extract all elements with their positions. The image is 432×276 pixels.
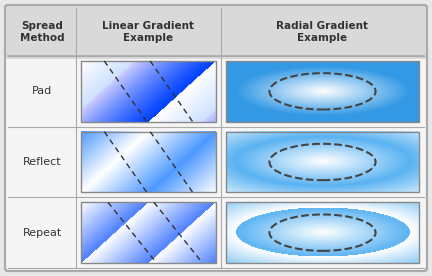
Text: Pad: Pad	[32, 86, 52, 96]
Bar	[8, 8, 424, 56]
Text: Repeat: Repeat	[22, 228, 62, 238]
Text: Spread
Method: Spread Method	[20, 21, 64, 43]
FancyBboxPatch shape	[5, 5, 427, 59]
Bar	[226, 132, 419, 192]
Text: Radial Gradient
Example: Radial Gradient Example	[276, 21, 368, 43]
Bar	[81, 202, 216, 263]
Text: Linear Gradient
Example: Linear Gradient Example	[102, 21, 194, 43]
Bar	[81, 61, 216, 122]
Text: Reflect: Reflect	[23, 157, 61, 167]
Bar	[81, 132, 216, 192]
Bar	[226, 202, 419, 263]
FancyBboxPatch shape	[5, 5, 427, 271]
Bar	[226, 61, 419, 122]
